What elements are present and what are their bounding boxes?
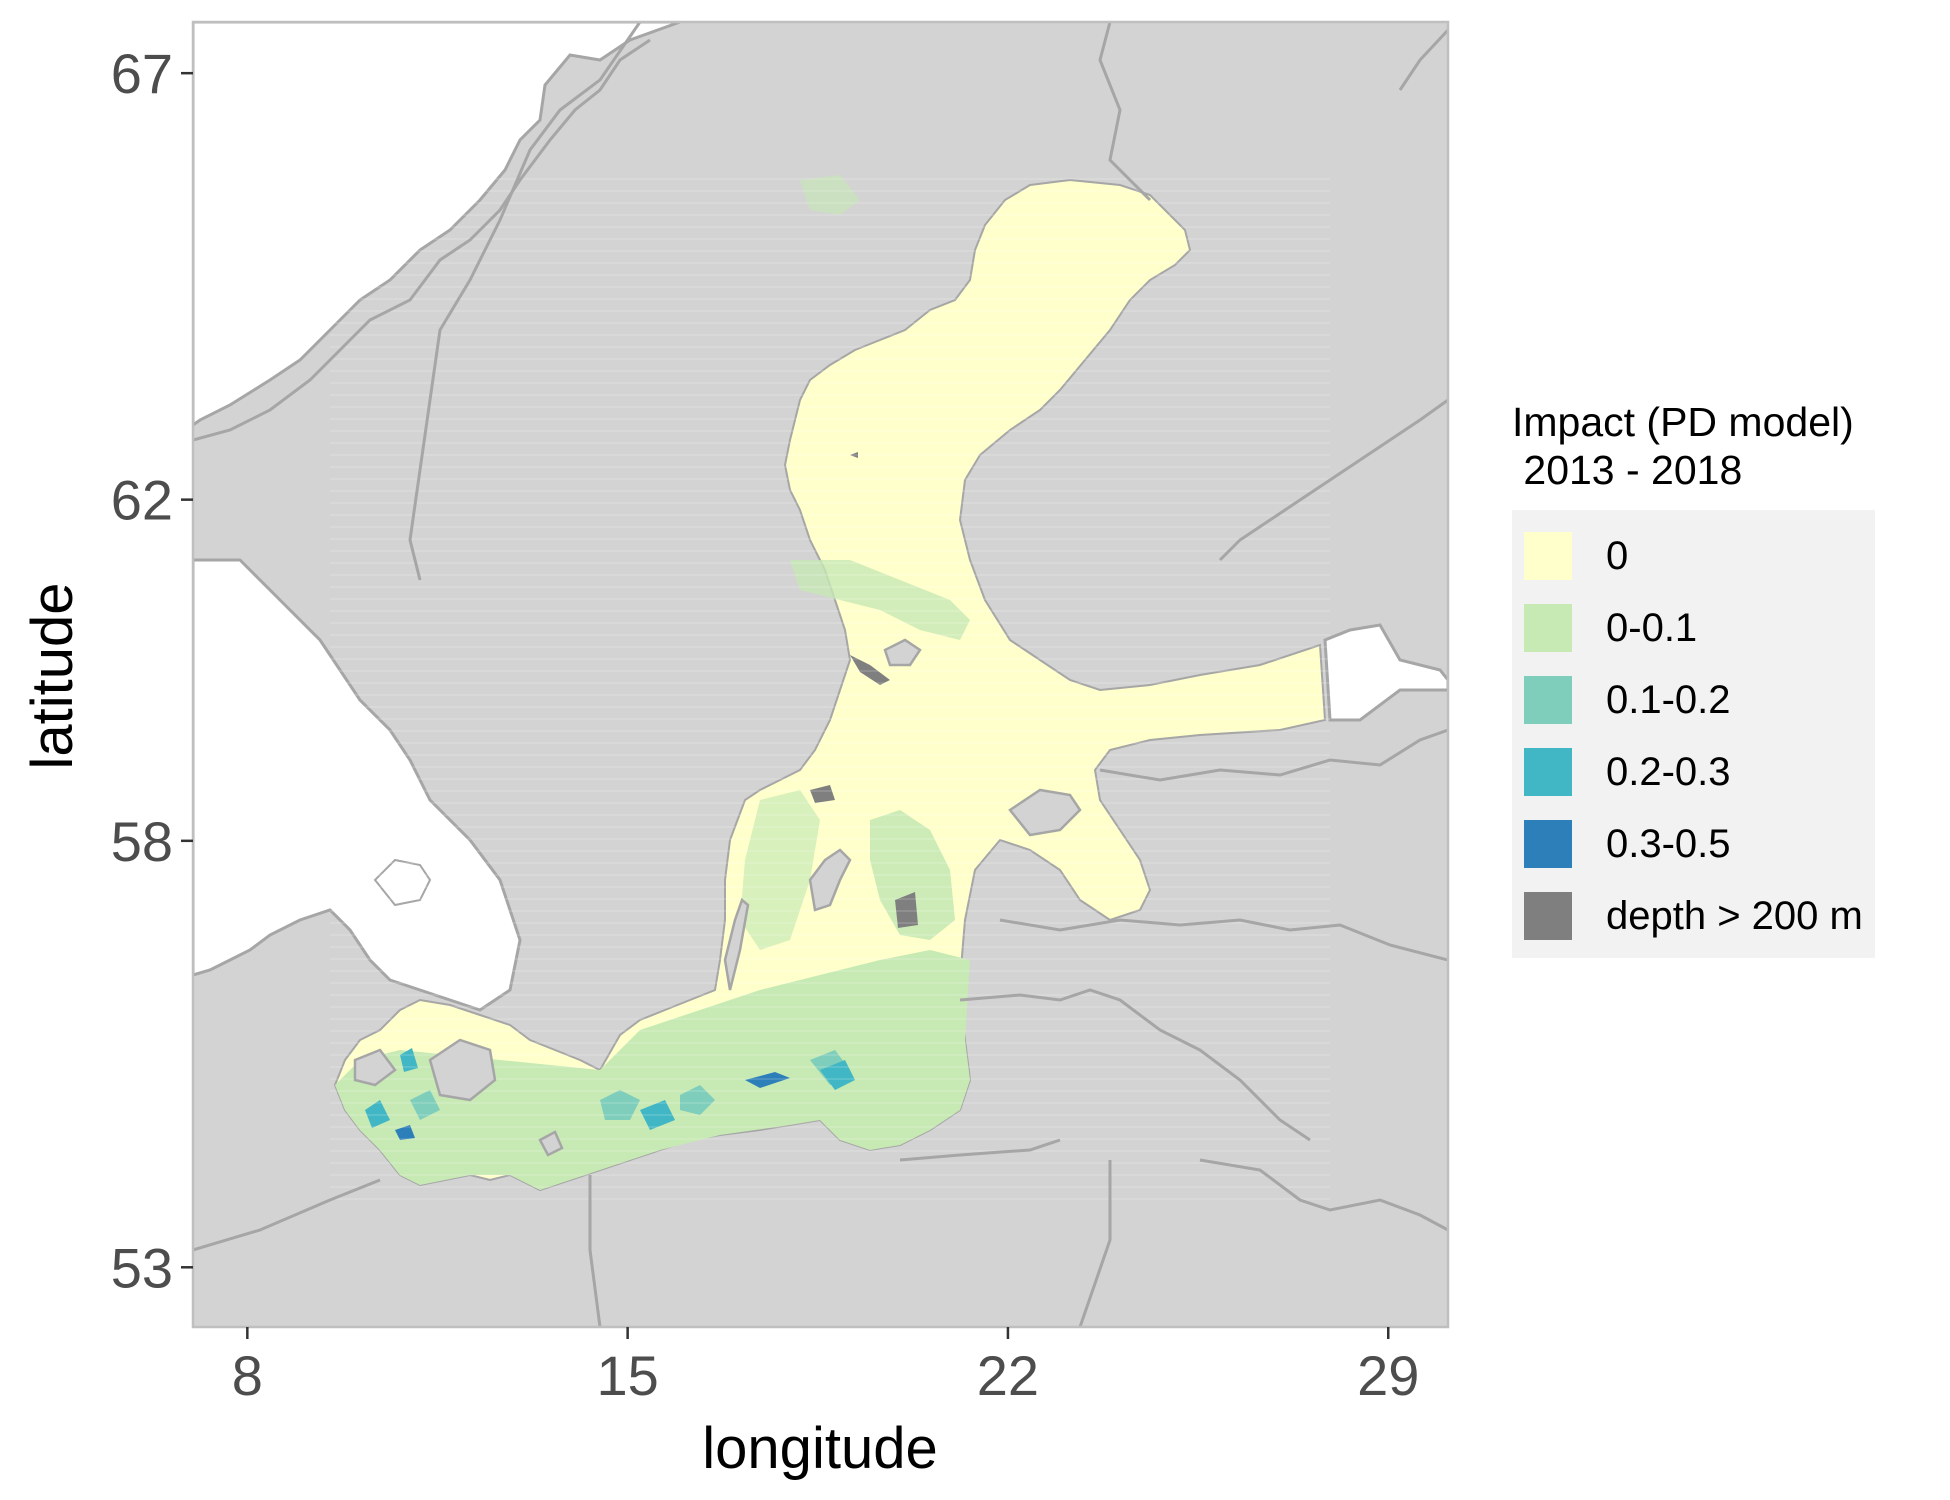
y-tick-label: 67	[111, 42, 173, 105]
y-tick-label: 62	[111, 469, 173, 532]
raster-stripes	[330, 170, 1330, 1200]
y-tick-label: 53	[111, 1236, 173, 1299]
x-tick-label: 29	[1357, 1344, 1419, 1407]
x-axis: 8 15 22 29	[232, 1327, 1419, 1407]
y-axis: 67 62 58 53	[111, 42, 193, 1299]
legend-label: 0.1-0.2	[1606, 677, 1731, 722]
bornholm-island	[538, 1130, 564, 1157]
x-tick-label: 8	[232, 1344, 263, 1407]
legend-keys: 0 0-0.1 0.1-0.2 0.2-0.3 0.3-0.5 depth > …	[1512, 510, 1875, 958]
saaremaa-island	[1008, 788, 1082, 837]
legend-item: 0.2-0.3	[1524, 736, 1863, 808]
legend-swatch	[1524, 820, 1572, 868]
legend-label: 0-0.1	[1606, 605, 1698, 650]
map-panel	[193, 22, 1448, 1327]
aland-island	[883, 638, 922, 667]
legend-item: depth > 200 m	[1524, 880, 1863, 952]
legend-swatch	[1524, 604, 1572, 652]
x-axis-title: longitude	[702, 1416, 937, 1481]
legend-title: Impact (PD model) 2013 - 2018	[1512, 399, 1854, 493]
legend-swatch	[1524, 676, 1572, 724]
legend: Impact (PD model) 2013 - 2018 0 0-0.1 0.…	[1512, 398, 1875, 958]
y-axis-title: latitude	[20, 582, 85, 769]
legend-swatch	[1524, 532, 1572, 580]
legend-label: 0.3-0.5	[1606, 821, 1731, 866]
zealand-island	[428, 1038, 497, 1102]
map-panel-border	[191, 20, 1450, 1329]
y-tick-label: 58	[111, 810, 173, 873]
x-tick-label: 22	[977, 1344, 1039, 1407]
gotland-island	[808, 848, 852, 912]
legend-swatch	[1524, 748, 1572, 796]
legend-item: 0-0.1	[1524, 592, 1863, 664]
legend-label: depth > 200 m	[1606, 893, 1863, 938]
legend-swatch	[1524, 892, 1572, 940]
norway-coast	[193, 38, 651, 442]
oland-island	[723, 897, 750, 991]
funen-island	[353, 1048, 397, 1087]
legend-item: 0.1-0.2	[1524, 664, 1863, 736]
legend-label: 0	[1606, 533, 1629, 578]
baltic-sea-impact	[330, 170, 1330, 1200]
legend-label: 0.2-0.3	[1606, 749, 1731, 794]
legend-item: 0.3-0.5	[1524, 808, 1863, 880]
gulf-east-water	[1323, 623, 1448, 722]
x-tick-label: 15	[596, 1344, 658, 1407]
legend-item: 0	[1524, 520, 1863, 592]
country-borders	[193, 22, 1448, 1327]
